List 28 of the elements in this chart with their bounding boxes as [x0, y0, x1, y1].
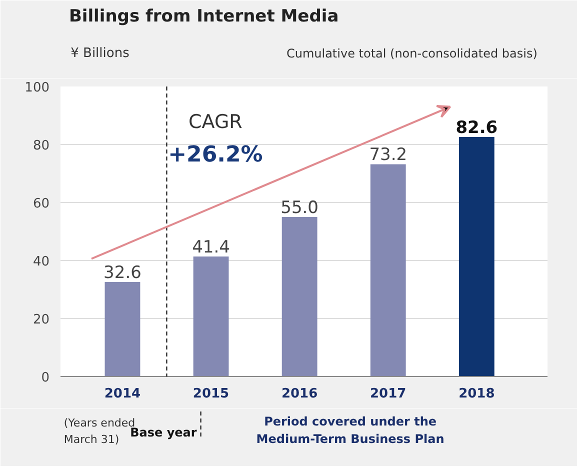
x-tick-label: 2014 [104, 386, 141, 402]
bar [193, 256, 229, 376]
text: Period covered under the Medium-Term Business Plan [256, 414, 444, 446]
data-label: 82.6 [456, 118, 498, 138]
annotation: CAGR [188, 110, 242, 133]
bar [282, 217, 318, 376]
x-tick-label: 2015 [192, 386, 230, 402]
x-tick-label: 2016 [281, 386, 318, 402]
text: Cumulative total (non-consolidated basis) [286, 46, 538, 60]
data-label: 55.0 [280, 198, 319, 218]
y-tick-label: 20 [32, 312, 50, 328]
y-axis-title: ¥ Billions [70, 46, 130, 61]
y-tick-label: 80 [32, 138, 50, 154]
y-tick-label: 60 [32, 196, 50, 212]
x-tick-label: 2017 [370, 386, 406, 402]
bar [370, 164, 406, 376]
data-label: 32.6 [104, 262, 142, 283]
x-tick-label: 2018 [458, 386, 495, 402]
data-label: 73.2 [369, 145, 408, 166]
data-label: 41.4 [192, 237, 230, 258]
chart-title: Billings from Internet Media [68, 6, 339, 26]
text: Base year [130, 426, 197, 440]
bar [104, 282, 140, 376]
annotation: +26.2% [168, 142, 263, 168]
bar [458, 136, 494, 376]
y-tick-label: 40 [32, 254, 50, 270]
y-tick-label: 100 [24, 80, 50, 96]
y-tick-label: 0 [41, 370, 50, 386]
